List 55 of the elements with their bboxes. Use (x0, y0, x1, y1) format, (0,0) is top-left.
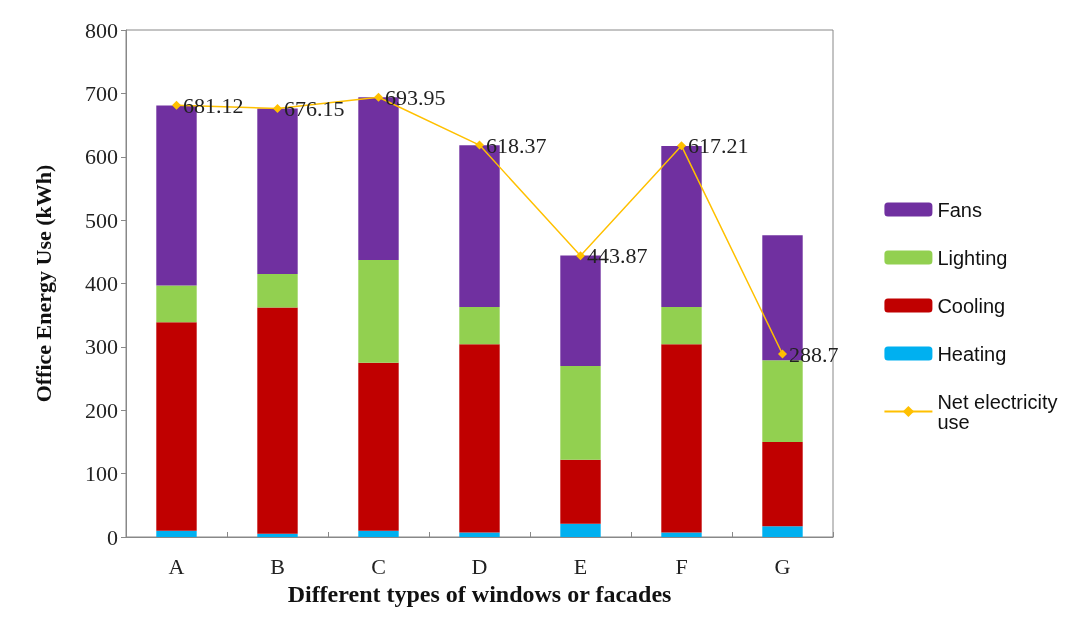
data-label: 617.21 (688, 133, 749, 159)
y-tick-label: 100 (85, 461, 118, 487)
data-label: 443.87 (587, 243, 648, 269)
bar (560, 459, 601, 524)
point (273, 103, 282, 113)
bar (257, 307, 298, 534)
y-tick-label: 200 (85, 397, 118, 423)
y-axis-title: Office Energy Use (kWh) (30, 164, 56, 403)
point (374, 92, 383, 102)
x-tick-label: A (168, 553, 185, 579)
x-tick-label: G (774, 553, 791, 579)
y-tick-label: 800 (85, 17, 118, 43)
y-tick-label: 700 (85, 80, 118, 106)
bar (156, 530, 197, 537)
data-label: 693.95 (385, 84, 446, 110)
point (778, 349, 787, 359)
legend-label: Net electricity use (937, 390, 1064, 433)
bar (156, 285, 197, 323)
bar (661, 344, 702, 533)
bar (257, 533, 298, 537)
x-tick-label: D (471, 553, 488, 579)
legend-label: Cooling (937, 294, 1006, 317)
point (172, 100, 181, 110)
bar (762, 360, 803, 442)
point (475, 140, 484, 150)
bar (156, 322, 197, 531)
y-tick-label: 0 (107, 524, 118, 550)
bar (358, 530, 399, 537)
bar (762, 441, 803, 527)
x-tick-label: E (573, 553, 588, 579)
bar (459, 532, 500, 537)
y-tick-label: 400 (85, 271, 118, 296)
x-axis-title: Different types of windows or facades (287, 580, 672, 607)
legend-label: Lighting (937, 246, 1008, 269)
point (677, 141, 686, 151)
data-label: 618.37 (486, 132, 547, 158)
bar (459, 306, 500, 345)
bar (358, 362, 399, 531)
y-tick-label: 300 (85, 334, 118, 360)
y-tick-label: 600 (85, 144, 118, 170)
bar (661, 532, 702, 537)
x-tick-label: C (371, 553, 386, 579)
bar (661, 306, 702, 345)
bar (560, 365, 601, 460)
x-tick-label: F (675, 553, 688, 579)
y-tick-label: 500 (85, 207, 118, 233)
point (576, 251, 585, 261)
bar (459, 344, 500, 533)
legend-label: Fans (937, 198, 982, 221)
bar (257, 273, 298, 308)
bar (560, 523, 601, 537)
x-tick-label: B (270, 553, 285, 579)
legend-label: Heating (937, 342, 1007, 365)
bar (358, 260, 399, 363)
bar (762, 526, 803, 537)
